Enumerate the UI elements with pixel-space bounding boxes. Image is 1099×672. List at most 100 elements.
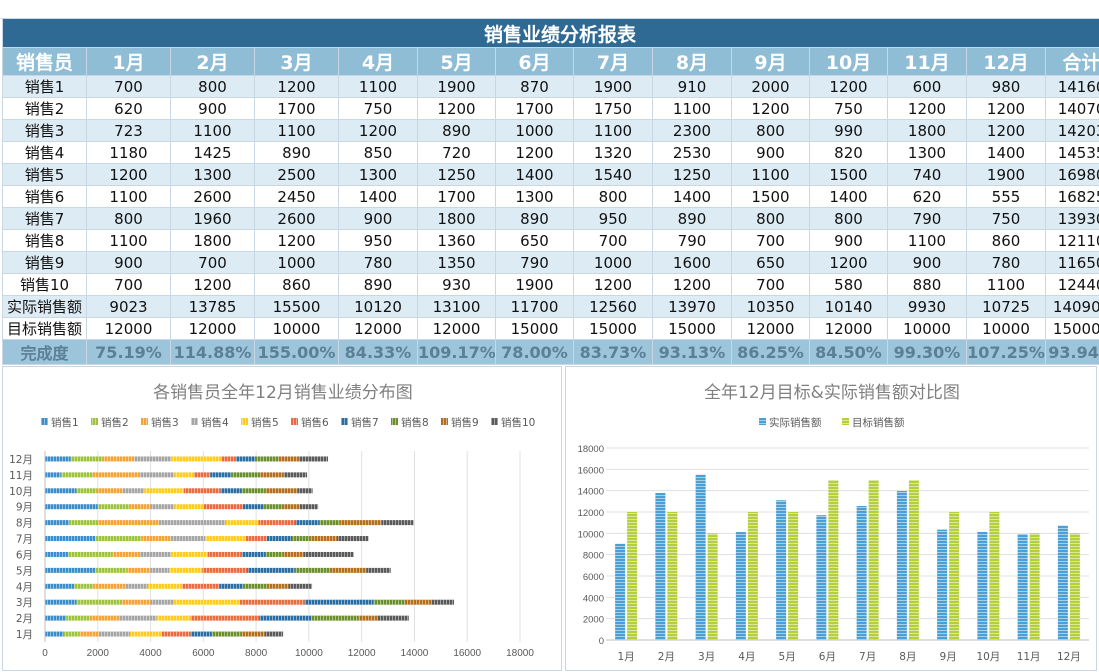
stacked-bar-segment[interactable] xyxy=(221,456,236,461)
stacked-bar-segment[interactable] xyxy=(45,488,77,493)
table-cell[interactable]: 1300 xyxy=(339,164,418,186)
table-cell[interactable]: 2450 xyxy=(255,186,339,208)
column-bar[interactable] xyxy=(655,493,665,640)
column-bar[interactable] xyxy=(869,480,879,640)
completion-cell[interactable]: 84.50% xyxy=(810,340,888,365)
table-cell[interactable]: 12000 xyxy=(732,318,810,340)
table-cell[interactable]: 1200 xyxy=(967,120,1046,142)
row-label[interactable]: 销售3 xyxy=(3,120,87,142)
table-cell[interactable]: 600 xyxy=(888,76,967,98)
table-cell[interactable]: 15500 xyxy=(255,296,339,318)
header-month[interactable]: 8月 xyxy=(653,48,732,76)
header-month[interactable]: 9月 xyxy=(732,48,810,76)
table-cell[interactable]: 1200 xyxy=(418,98,496,120)
table-cell[interactable]: 890 xyxy=(255,142,339,164)
stacked-bar-segment[interactable] xyxy=(45,536,95,541)
stacked-bar-segment[interactable] xyxy=(130,632,162,637)
table-cell[interactable]: 650 xyxy=(732,252,810,274)
table-cell[interactable]: 1300 xyxy=(496,186,574,208)
table-cell[interactable]: 14070 xyxy=(1046,98,1099,120)
header-total[interactable]: 合计 xyxy=(1046,48,1099,76)
table-cell[interactable]: 620 xyxy=(87,98,171,120)
table-cell[interactable]: 10350 xyxy=(732,296,810,318)
column-bar[interactable] xyxy=(949,512,959,640)
legend-label[interactable]: 销售10 xyxy=(501,416,535,429)
table-cell[interactable]: 790 xyxy=(496,252,574,274)
table-cell[interactable]: 990 xyxy=(810,120,888,142)
table-cell[interactable]: 800 xyxy=(574,186,653,208)
stacked-bar-segment[interactable] xyxy=(295,568,331,573)
stacked-bar-segment[interactable] xyxy=(340,520,382,525)
stacked-bar-segment[interactable] xyxy=(171,552,208,557)
table-cell[interactable]: 1800 xyxy=(171,230,255,252)
column-bar[interactable] xyxy=(909,480,919,640)
table-cell[interactable]: 800 xyxy=(87,208,171,230)
table-cell[interactable]: 1100 xyxy=(967,274,1046,296)
table-cell[interactable]: 12000 xyxy=(87,318,171,340)
stacked-bar-segment[interactable] xyxy=(93,472,141,477)
table-cell[interactable]: 12110 xyxy=(1046,230,1099,252)
table-cell[interactable]: 11650 xyxy=(1046,252,1099,274)
stacked-bar-segment[interactable] xyxy=(258,520,295,525)
table-cell[interactable]: 9930 xyxy=(888,296,967,318)
table-cell[interactable]: 1500 xyxy=(732,186,810,208)
table-cell[interactable]: 16825 xyxy=(1046,186,1099,208)
table-cell[interactable]: 13100 xyxy=(418,296,496,318)
completion-cell[interactable]: 93.13% xyxy=(653,340,732,365)
legend-label[interactable]: 销售4 xyxy=(201,416,229,429)
table-cell[interactable]: 1100 xyxy=(574,120,653,142)
table-cell[interactable]: 1300 xyxy=(888,142,967,164)
column-bar[interactable] xyxy=(615,544,625,640)
column-bar[interactable] xyxy=(989,512,999,640)
table-cell[interactable]: 1100 xyxy=(87,230,171,252)
column-bar[interactable] xyxy=(977,532,987,640)
table-cell[interactable]: 1900 xyxy=(574,76,653,98)
stacked-bar-segment[interactable] xyxy=(205,536,246,541)
table-cell[interactable]: 2500 xyxy=(255,164,339,186)
stacked-bar-segment[interactable] xyxy=(299,456,328,461)
stacked-bar-segment[interactable] xyxy=(256,456,279,461)
table-cell[interactable]: 1200 xyxy=(339,120,418,142)
stacked-bar-segment[interactable] xyxy=(45,632,63,637)
table-cell[interactable]: 1100 xyxy=(171,120,255,142)
table-cell[interactable]: 790 xyxy=(888,208,967,230)
table-cell[interactable]: 1700 xyxy=(496,98,574,120)
stacked-bar-segment[interactable] xyxy=(45,552,68,557)
stacked-bar-segment[interactable] xyxy=(90,616,119,621)
stacked-bar-segment[interactable] xyxy=(151,600,174,605)
stacked-bar-segment[interactable] xyxy=(266,552,283,557)
stacked-bar-segment[interactable] xyxy=(202,568,247,573)
table-cell[interactable]: 910 xyxy=(653,76,732,98)
table-cell[interactable]: 700 xyxy=(87,76,171,98)
table-cell[interactable]: 1200 xyxy=(255,230,339,252)
stacked-bar-segment[interactable] xyxy=(45,600,77,605)
table-cell[interactable]: 1360 xyxy=(418,230,496,252)
table-cell[interactable]: 1100 xyxy=(888,230,967,252)
table-cell[interactable]: 1750 xyxy=(574,98,653,120)
table-cell[interactable]: 13930 xyxy=(1046,208,1099,230)
stacked-bar-segment[interactable] xyxy=(45,520,69,525)
stacked-bar-segment[interactable] xyxy=(405,600,431,605)
table-cell[interactable]: 800 xyxy=(732,208,810,230)
table-cell[interactable]: 850 xyxy=(339,142,418,164)
table-cell[interactable]: 700 xyxy=(87,274,171,296)
chart-title[interactable]: 全年12月目标&实际销售额对比图 xyxy=(704,383,960,403)
stacked-bar-segment[interactable] xyxy=(259,616,311,621)
header-salesperson[interactable]: 销售员 xyxy=(3,48,87,76)
table-cell[interactable]: 860 xyxy=(967,230,1046,252)
stacked-bar-segment[interactable] xyxy=(45,584,74,589)
table-cell[interactable]: 723 xyxy=(87,120,171,142)
table-cell[interactable]: 700 xyxy=(732,230,810,252)
stacked-bar-segment[interactable] xyxy=(170,536,205,541)
column-bar[interactable] xyxy=(748,512,758,640)
stacked-bar-segment[interactable] xyxy=(304,552,354,557)
completion-cell[interactable]: 93.94% xyxy=(1046,340,1099,365)
column-bar[interactable] xyxy=(627,512,637,640)
table-cell[interactable]: 2300 xyxy=(653,120,732,142)
header-month[interactable]: 5月 xyxy=(418,48,496,76)
stacked-bar-segment[interactable] xyxy=(174,472,194,477)
table-cell[interactable]: 860 xyxy=(255,274,339,296)
table-cell[interactable]: 13970 xyxy=(653,296,732,318)
table-cell[interactable]: 15000 xyxy=(574,318,653,340)
column-bar[interactable] xyxy=(1018,534,1028,640)
